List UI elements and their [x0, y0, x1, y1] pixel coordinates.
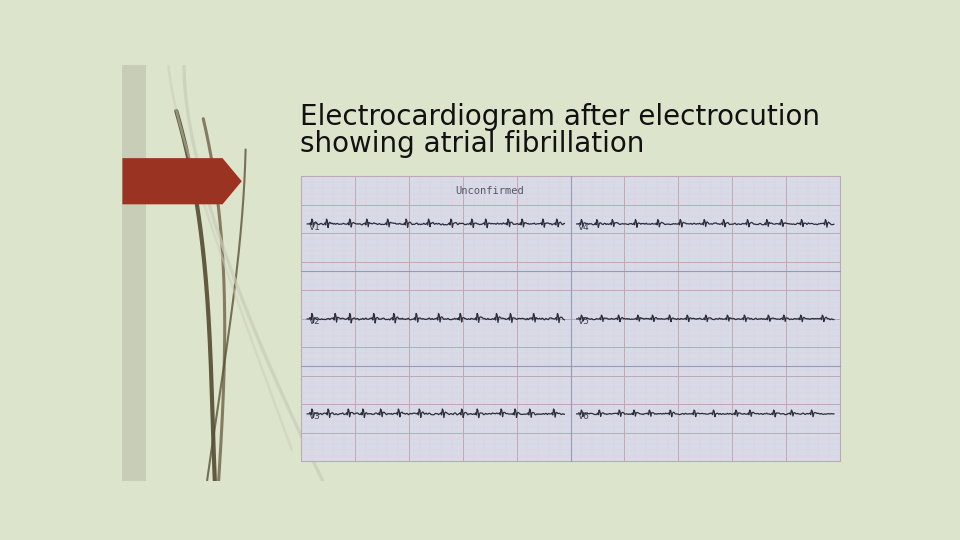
Text: V6: V6: [578, 413, 590, 421]
Text: showing atrial fibrillation: showing atrial fibrillation: [300, 130, 644, 158]
Text: Unconfirmed: Unconfirmed: [455, 186, 524, 195]
Text: V4: V4: [578, 222, 590, 232]
Text: V3: V3: [309, 413, 321, 421]
Bar: [123, 65, 146, 481]
Text: Electrocardiogram after electrocution: Electrocardiogram after electrocution: [300, 103, 820, 131]
Text: V2: V2: [309, 318, 321, 327]
Polygon shape: [123, 158, 242, 204]
Text: V1: V1: [309, 222, 321, 232]
Text: V5: V5: [578, 318, 590, 327]
Bar: [301, 177, 840, 461]
